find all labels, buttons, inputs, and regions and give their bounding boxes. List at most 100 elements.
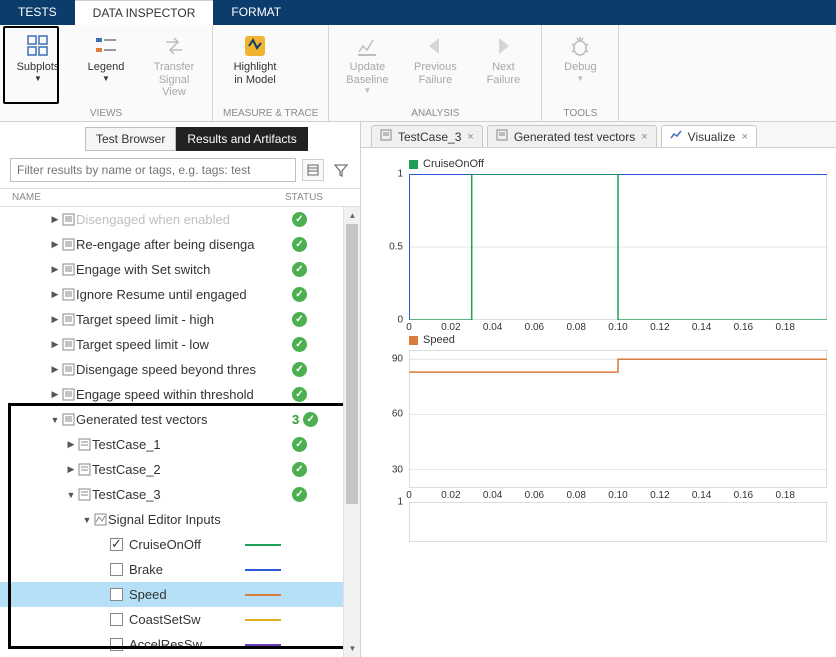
pass-icon [292, 287, 307, 302]
tree-row-signal[interactable]: AccelResSw [0, 632, 360, 657]
scroll-up-icon[interactable]: ▲ [344, 207, 360, 224]
checkbox[interactable] [110, 638, 123, 651]
tree-row[interactable]: ▶ Re-engage after being disenga [0, 232, 360, 257]
close-icon[interactable]: × [641, 131, 647, 143]
debug-button[interactable]: Debug ▼ [552, 32, 608, 83]
chevron-down-icon: ▼ [339, 87, 395, 95]
legend-swatch [409, 160, 418, 169]
scroll-down-icon[interactable]: ▼ [344, 640, 360, 657]
tree-row[interactable]: ▶ Target speed limit - high [0, 307, 360, 332]
chart-cruiseonoff: CruiseOnOff 00.5100.020.040.060.080.100.… [373, 158, 836, 320]
tree-row-testcase[interactable]: ▶TestCase_2 [0, 457, 360, 482]
expand-icon[interactable]: ▶ [50, 389, 60, 400]
x-tick-label: 0.18 [775, 490, 794, 501]
chevron-down-icon: ▼ [10, 75, 66, 83]
tree-row[interactable]: ▶ Engage speed within threshold [0, 382, 360, 407]
update-baseline-button[interactable]: Update Baseline ▼ [339, 32, 395, 95]
row-label: Generated test vectors [76, 412, 292, 427]
y-tick-label: 60 [392, 409, 403, 420]
expand-icon[interactable]: ▶ [66, 439, 76, 450]
doc-tab-generated[interactable]: Generated test vectors × [487, 125, 657, 147]
document-icon [60, 338, 76, 351]
arrow-right-icon [491, 34, 515, 58]
x-tick-label: 0.12 [650, 322, 669, 333]
color-swatch [245, 544, 281, 546]
tree-row[interactable]: ▶Disengaged when enabled [0, 207, 360, 232]
tree-row-signal[interactable]: Speed [0, 582, 360, 607]
collapse-icon[interactable]: ▼ [82, 515, 92, 525]
tab-tests[interactable]: TESTS [0, 0, 75, 25]
right-panel: TestCase_3 × Generated test vectors × Vi… [361, 122, 836, 657]
tree-row-signal[interactable]: Brake [0, 557, 360, 582]
checkbox[interactable] [110, 588, 123, 601]
expand-icon[interactable]: ▶ [50, 314, 60, 325]
filter-input[interactable] [10, 158, 296, 182]
doc-icon [380, 129, 392, 144]
tab-format[interactable]: FORMAT [213, 0, 299, 25]
row-label: Target speed limit - high [76, 312, 292, 327]
x-tick-label: 0.04 [483, 322, 502, 333]
plot-cruise[interactable]: 00.5100.020.040.060.080.100.120.140.160.… [409, 174, 827, 320]
expand-icon[interactable]: ▶ [50, 239, 60, 250]
tree-row[interactable]: ▶ Target speed limit - low [0, 332, 360, 357]
highlight-in-model-button[interactable]: Highlight in Model [223, 32, 287, 86]
expand-icon[interactable]: ▼ [66, 490, 76, 500]
row-label: TestCase_1 [92, 437, 292, 452]
tree-scroll[interactable]: ▲ ▼ [343, 207, 360, 657]
expand-icon[interactable]: ▶ [50, 339, 60, 350]
close-icon[interactable]: × [467, 131, 473, 143]
tree-row-signal[interactable]: CoastSetSw [0, 607, 360, 632]
tree-row[interactable]: ▶Ignore Resume until engaged [0, 282, 360, 307]
checkbox[interactable] [110, 538, 123, 551]
next-failure-button[interactable]: Next Failure [475, 32, 531, 86]
prev-label: Previous Failure [414, 61, 457, 86]
row-label: Re-engage after being disenga [76, 237, 292, 252]
tree-row[interactable]: ▶Engage with Set switch [0, 257, 360, 282]
color-swatch [245, 619, 281, 621]
tree-row-testcase[interactable]: ▼TestCase_3 [0, 482, 360, 507]
close-icon[interactable]: × [741, 131, 747, 143]
checkbox[interactable] [110, 613, 123, 626]
collapse-icon[interactable]: ▼ [50, 415, 60, 425]
tree-row[interactable]: ▶Disengage speed beyond thres [0, 357, 360, 382]
subplots-button[interactable]: Subplots ▼ [10, 32, 66, 83]
x-tick-label: 0.10 [608, 322, 627, 333]
row-label: Engage speed within threshold [76, 387, 292, 402]
tab-results-artifacts[interactable]: Results and Artifacts [176, 127, 307, 151]
col-status[interactable]: STATUS [285, 192, 360, 203]
expand-icon[interactable]: ▶ [66, 464, 76, 475]
x-tick-label: 0 [406, 490, 412, 501]
expand-icon[interactable]: ▶ [50, 264, 60, 275]
legend-button[interactable]: Legend ▼ [78, 32, 134, 83]
group-views-label: VIEWS [10, 108, 202, 121]
tree-row-signal-editor[interactable]: ▼Signal Editor Inputs [0, 507, 360, 532]
expand-icon[interactable]: ▶ [50, 364, 60, 375]
tab-test-browser[interactable]: Test Browser [85, 127, 176, 151]
x-tick-label: 0.06 [525, 322, 544, 333]
col-name[interactable]: NAME [12, 192, 285, 203]
plot-third[interactable]: 1 [409, 502, 827, 542]
doc-tab-testcase3[interactable]: TestCase_3 × [371, 125, 483, 147]
expand-icon[interactable]: ▶ [50, 214, 60, 225]
update-label: Update Baseline [346, 61, 388, 86]
tree-row-generated[interactable]: ▼Generated test vectors3 [0, 407, 360, 432]
filter-button[interactable] [330, 159, 352, 181]
document-icon [60, 288, 76, 301]
results-tree[interactable]: ▶Disengaged when enabled▶Re-engage after… [0, 207, 360, 657]
tree-row-signal[interactable]: CruiseOnOff [0, 532, 360, 557]
doc-tab-visualize[interactable]: Visualize × [661, 125, 757, 147]
expand-icon[interactable]: ▶ [50, 289, 60, 300]
document-icon [60, 363, 76, 376]
tree-row-testcase[interactable]: ▶ TestCase_1 [0, 432, 360, 457]
plot-speed[interactable]: 30609000.020.040.060.080.100.120.140.160… [409, 350, 827, 488]
row-label: Target speed limit - low [76, 337, 292, 352]
transfer-label: Transfer Signal View [154, 61, 195, 98]
transfer-signal-view-button[interactable]: Transfer Signal View [146, 32, 202, 99]
checkbox[interactable] [110, 563, 123, 576]
scroll-thumb[interactable] [346, 224, 358, 504]
columns-button[interactable] [302, 159, 324, 181]
tab-data-inspector[interactable]: DATA INSPECTOR [75, 0, 214, 25]
signal-label: Speed [129, 587, 239, 602]
previous-failure-button[interactable]: Previous Failure [407, 32, 463, 86]
document-tabs: TestCase_3 × Generated test vectors × Vi… [361, 122, 836, 148]
